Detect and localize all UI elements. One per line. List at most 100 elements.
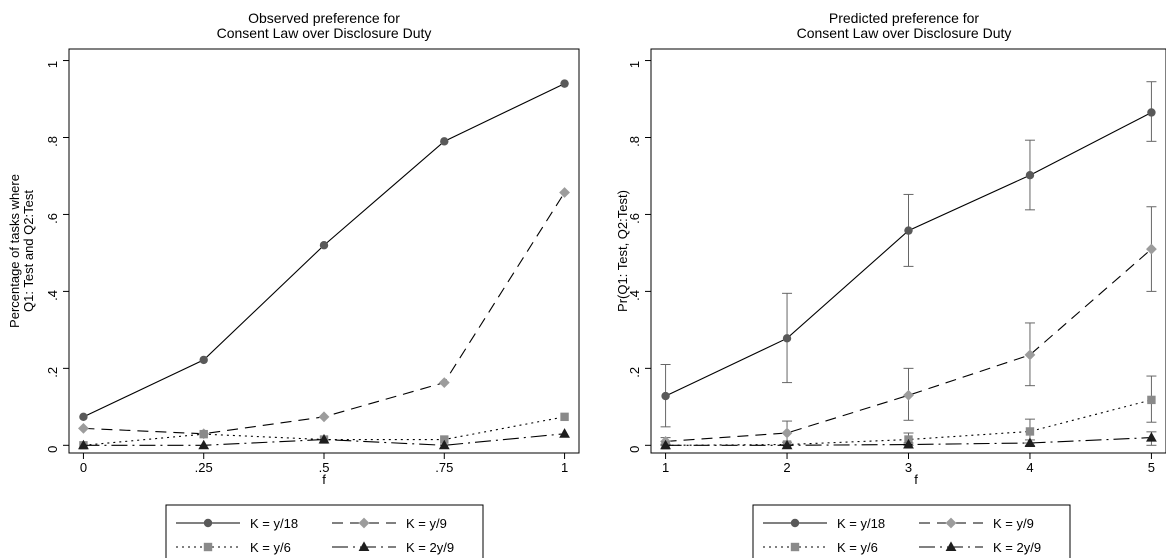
legend-swatch-marker — [358, 541, 370, 551]
y-tick-label: .8 — [627, 136, 642, 147]
legend-swatch-marker — [203, 542, 213, 552]
legend: K = y/18 K = y/9 K = y/6 K = 2y/9 — [752, 504, 1071, 558]
data-point — [660, 439, 671, 450]
legend-box — [165, 504, 484, 558]
series-line — [83, 433, 565, 446]
data-point — [440, 137, 449, 146]
data-point — [1024, 349, 1036, 361]
series-y18 — [660, 81, 1157, 428]
plot-area — [78, 79, 570, 450]
x-axis-label: f — [914, 472, 918, 487]
x-tick-label: 1 — [561, 460, 568, 475]
legend-swatch-marker — [945, 541, 957, 551]
chart-title: Consent Law over Disclosure Duty — [217, 25, 432, 41]
data-point — [781, 427, 793, 439]
data-point — [318, 411, 330, 423]
y-tick-label: .6 — [45, 213, 60, 224]
legend-box — [752, 504, 1071, 558]
data-point — [78, 439, 89, 450]
y-tick-label: 0 — [627, 446, 642, 453]
data-point — [318, 433, 330, 444]
series-y9 — [78, 187, 570, 440]
data-point — [781, 439, 793, 450]
legend-item-2y9: K = 2y/9 — [332, 540, 454, 555]
x-tick-label: .5 — [319, 460, 330, 475]
data-point — [440, 435, 449, 444]
data-point — [560, 79, 569, 88]
data-point — [903, 389, 914, 401]
y-axis-label: Pr(Q1: Test, Q2:Test) — [615, 190, 630, 312]
x-tick-label: 3 — [905, 460, 912, 475]
data-point — [559, 428, 570, 438]
legend-label: K = 2y/9 — [406, 540, 454, 555]
x-tick-label: 4 — [1026, 460, 1033, 475]
data-point — [903, 438, 914, 449]
data-point — [782, 334, 792, 343]
chart-title: Consent Law over Disclosure Duty — [797, 25, 1012, 41]
legend-swatch-marker — [945, 517, 957, 529]
series-line — [665, 248, 1152, 443]
chart-title: Observed preference for — [248, 10, 400, 26]
x-tick-label: 2 — [783, 460, 790, 475]
series-y18 — [79, 79, 569, 422]
data-point — [199, 429, 208, 439]
data-point — [1025, 427, 1035, 436]
y-axis-label: Q1: Test and Q2:Test — [21, 190, 36, 312]
data-point — [904, 226, 913, 235]
x-tick-label: .25 — [195, 460, 213, 475]
y-tick-label: 1 — [45, 61, 60, 68]
y-tick-label: .2 — [627, 367, 642, 378]
x-tick-label: 1 — [662, 460, 669, 475]
plot-area — [660, 81, 1157, 450]
legend-label: K = y/9 — [406, 516, 447, 531]
data-point — [198, 439, 210, 450]
data-point — [78, 422, 89, 434]
data-point — [661, 391, 670, 401]
legend-swatch-marker — [358, 517, 370, 529]
y-tick-label: 1 — [627, 61, 642, 68]
series-2y9 — [78, 428, 570, 450]
legend-item-y6: K = y/6 — [763, 540, 878, 555]
y-tick-label: 0 — [45, 446, 60, 453]
series-line — [83, 192, 566, 435]
legend-label: K = y/6 — [250, 540, 291, 555]
y-tick-label: .4 — [45, 290, 60, 301]
y-axis-label: Percentage of tasks where — [7, 174, 22, 328]
legend-swatch-marker — [790, 518, 800, 528]
data-point — [1024, 437, 1036, 447]
series-line — [665, 437, 1152, 446]
legend-item-y9: K = y/9 — [332, 516, 447, 531]
legend-label: K = y/18 — [250, 516, 298, 531]
data-point — [438, 377, 450, 388]
data-point — [559, 187, 570, 198]
y-tick-label: .4 — [627, 290, 642, 301]
legend-label: K = y/18 — [837, 516, 885, 531]
x-tick-label: .75 — [435, 460, 453, 475]
data-point — [1025, 171, 1035, 180]
chart-title: Predicted preference for — [829, 10, 980, 26]
series-2y9 — [660, 431, 1157, 450]
legend: K = y/18 K = y/9 K = y/6 K = 2y/9 — [165, 504, 484, 558]
y-tick-label: .6 — [627, 213, 642, 224]
series-line — [83, 83, 565, 418]
data-point — [438, 439, 450, 450]
data-point — [199, 355, 208, 365]
x-axis-label: f — [322, 472, 326, 487]
data-point — [1146, 432, 1157, 442]
legend-item-y6: K = y/6 — [176, 540, 291, 555]
x-tick-label: 0 — [80, 460, 87, 475]
y-tick-label: .2 — [45, 367, 60, 378]
y-tick-label: .8 — [45, 136, 60, 147]
data-point — [319, 241, 329, 250]
legend-item-2y9: K = 2y/9 — [919, 540, 1041, 555]
legend-item-y18: K = y/18 — [763, 516, 885, 531]
legend-swatch-marker — [203, 518, 213, 528]
data-point — [1146, 243, 1157, 255]
legend-label: K = y/6 — [837, 540, 878, 555]
legend-swatch-marker — [790, 542, 800, 552]
legend-item-y18: K = y/18 — [176, 516, 298, 531]
data-point — [560, 412, 569, 422]
